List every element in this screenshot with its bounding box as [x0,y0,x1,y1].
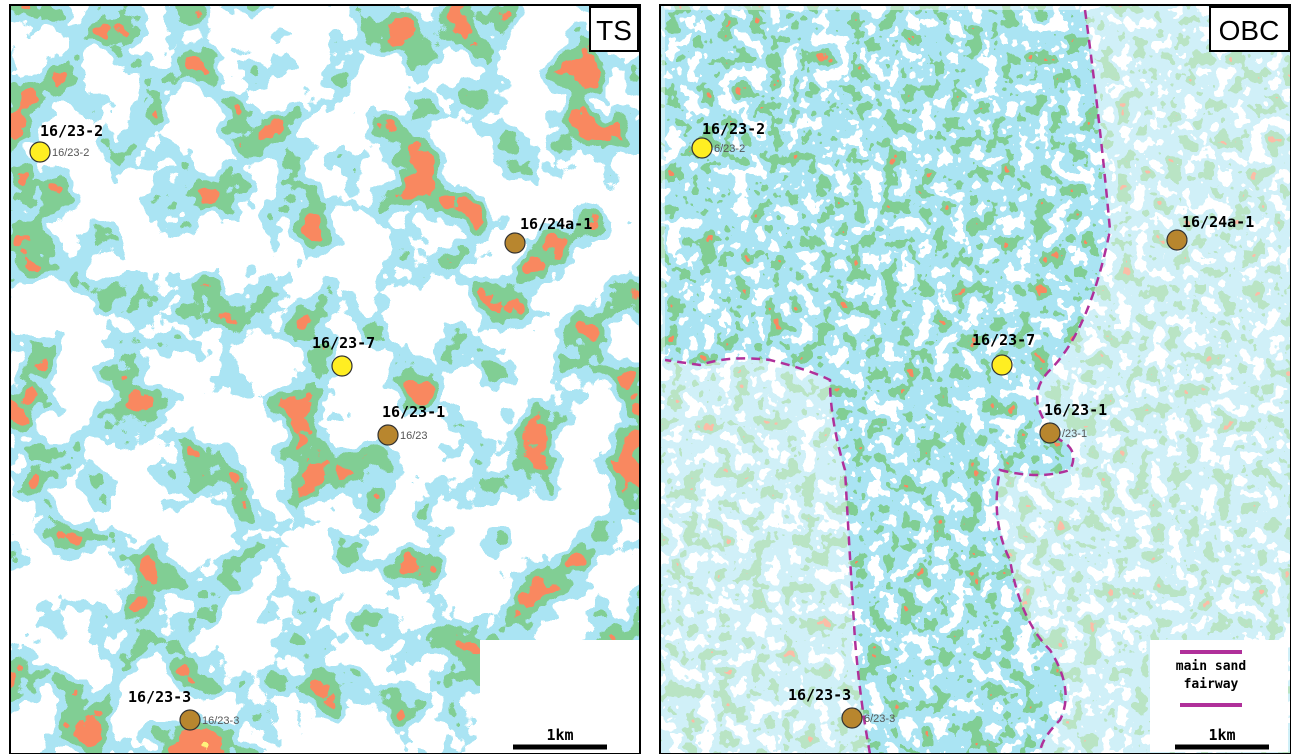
scale-label: 1km [1208,726,1235,744]
well-marker [1040,423,1060,443]
well-label: 16/23-7 [972,331,1035,349]
well-marker [1167,230,1187,250]
well-label: 16/23-1 [1044,401,1107,419]
well-label: 16/23-3 [128,688,191,706]
well-label: 16/23-2 [40,122,103,140]
well-marker [992,355,1012,375]
legend-label: main sand fairway [1160,658,1262,694]
well-marker [378,425,398,445]
legend-label-wrap: main sand fairway [1160,658,1262,700]
panel-ts: TS 1km [10,5,640,754]
well-sublabel: 6/23-3 [864,713,895,725]
panel-tag: TS [596,15,632,46]
well-label: 16/23-1 [382,403,445,421]
well-marker [30,142,50,162]
well-sublabel: /23-1 [1062,428,1087,440]
well-label: 16/24a-1 [520,215,592,233]
well-sublabel: 16/23-2 [52,147,89,159]
well-marker [180,710,200,730]
well-marker [692,138,712,158]
scale-label: 1km [546,726,573,744]
well-marker [505,233,525,253]
panel-tag: OBC [1219,15,1280,46]
map-figure: TS 1km main sand fairway OBC 1km 16/23-2… [0,0,1291,754]
well-label: 16/23-2 [702,120,765,138]
panel-obc: main sand fairway OBC 1km [660,5,1291,754]
well-label: 16/23-3 [788,686,851,704]
well-sublabel: 16/23-3 [202,715,239,727]
well-label: 16/24a-1 [1182,213,1254,231]
well-label: 16/23-7 [312,334,375,352]
well-sublabel: 6/23-2 [714,143,745,155]
well-sublabel: 16/23 [400,430,428,442]
well-marker [842,708,862,728]
well-marker [332,356,352,376]
